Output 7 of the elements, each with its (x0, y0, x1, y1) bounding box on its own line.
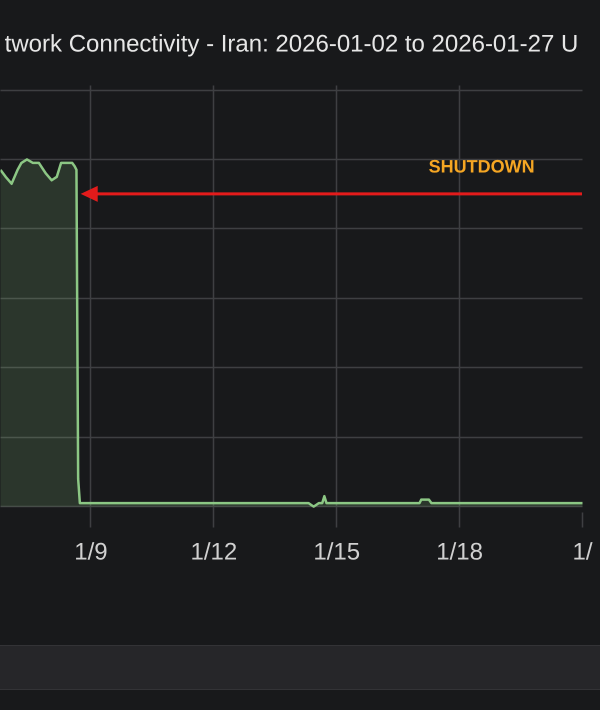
x-tick-label: 1/12 (190, 538, 238, 566)
x-tick-label: 1/ (572, 538, 593, 566)
chart-title: twork Connectivity - Iran: 2026-01-02 to 2026-01-27 U (4, 30, 578, 58)
x-tick-label: 1/9 (74, 538, 108, 566)
x-tick-label: 1/18 (436, 538, 483, 566)
annotation: SHUTDOWN (428, 156, 535, 176)
x-tick-label: 1/15 (313, 538, 360, 566)
